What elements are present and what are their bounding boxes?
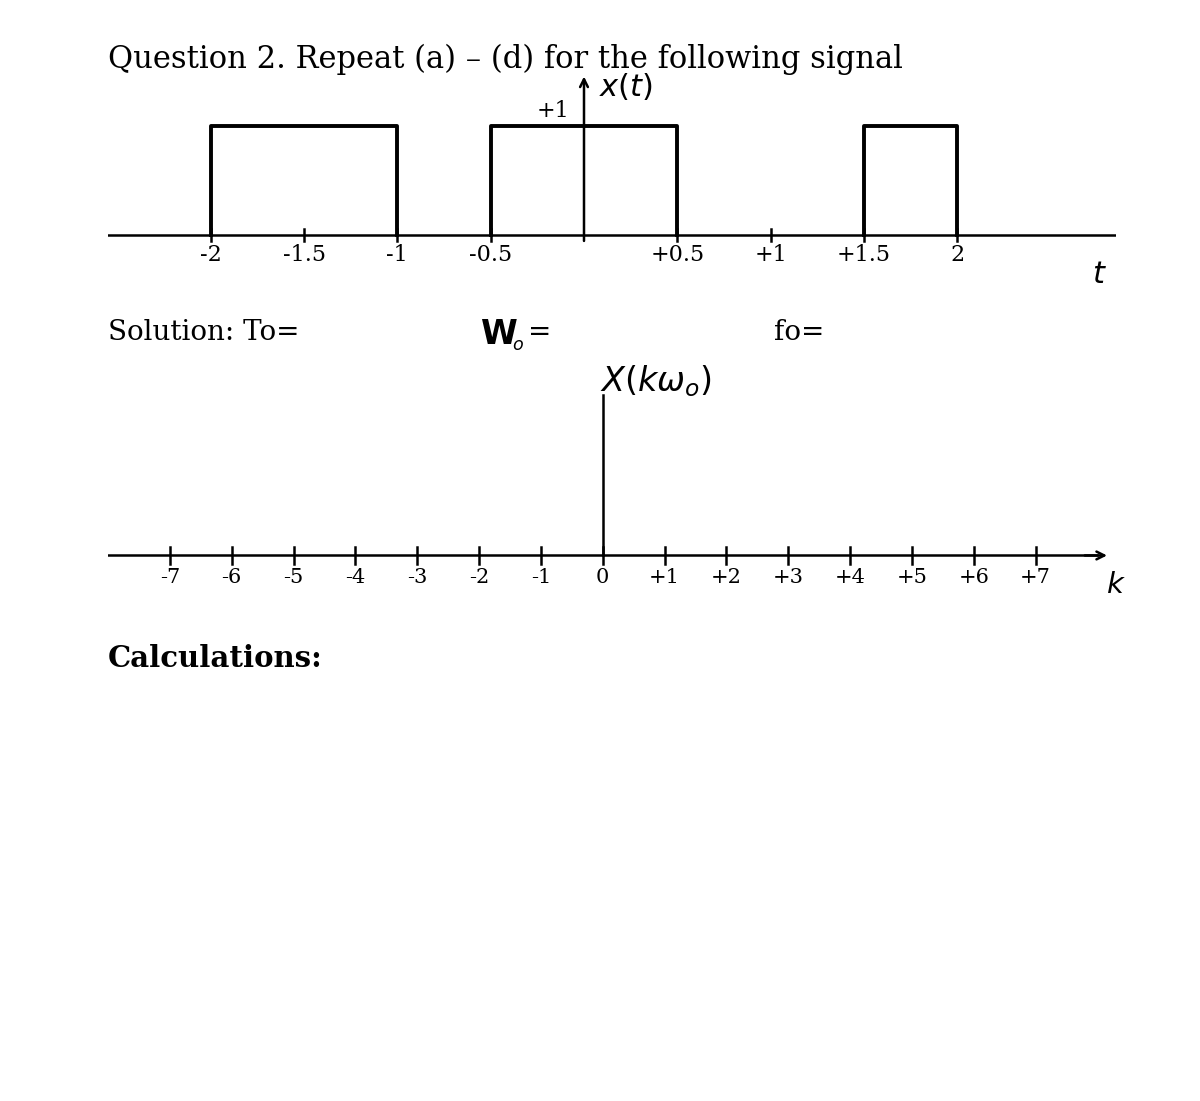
Text: +1: +1	[536, 100, 569, 121]
Text: +6: +6	[959, 568, 989, 588]
Text: +1.5: +1.5	[838, 244, 890, 266]
Text: -5: -5	[283, 568, 304, 588]
Text: =: =	[528, 319, 551, 347]
Text: -1: -1	[530, 568, 551, 588]
Text: Calculations:: Calculations:	[108, 644, 323, 673]
Text: -3: -3	[407, 568, 427, 588]
Text: -1: -1	[386, 244, 408, 266]
Text: $\mathbf{W}$: $\mathbf{W}$	[480, 319, 517, 351]
Text: fo=: fo=	[774, 319, 824, 347]
Text: +7: +7	[1020, 568, 1051, 588]
Text: +0.5: +0.5	[650, 244, 704, 266]
Text: $t$: $t$	[1092, 259, 1106, 290]
Text: $_o$: $_o$	[512, 330, 524, 353]
Text: -4: -4	[346, 568, 366, 588]
Text: +1: +1	[755, 244, 787, 266]
Text: -2: -2	[469, 568, 490, 588]
Text: Question 2. Repeat (a) – (d) for the following signal: Question 2. Repeat (a) – (d) for the fol…	[108, 44, 902, 75]
Text: -2: -2	[199, 244, 222, 266]
Text: +4: +4	[835, 568, 865, 588]
Text: 0: 0	[596, 568, 610, 588]
Text: $X(k\omega_o)$: $X(k\omega_o)$	[600, 363, 712, 399]
Text: -0.5: -0.5	[469, 244, 512, 266]
Text: +1: +1	[649, 568, 680, 588]
Text: -1.5: -1.5	[282, 244, 325, 266]
Text: 2: 2	[950, 244, 965, 266]
Text: -7: -7	[160, 568, 180, 588]
Text: Solution: To=: Solution: To=	[108, 319, 300, 347]
Text: -6: -6	[222, 568, 242, 588]
Text: +5: +5	[896, 568, 928, 588]
Text: $x(t)$: $x(t)$	[599, 72, 653, 102]
Text: $k$: $k$	[1106, 570, 1126, 599]
Text: +2: +2	[710, 568, 742, 588]
Text: +3: +3	[773, 568, 804, 588]
